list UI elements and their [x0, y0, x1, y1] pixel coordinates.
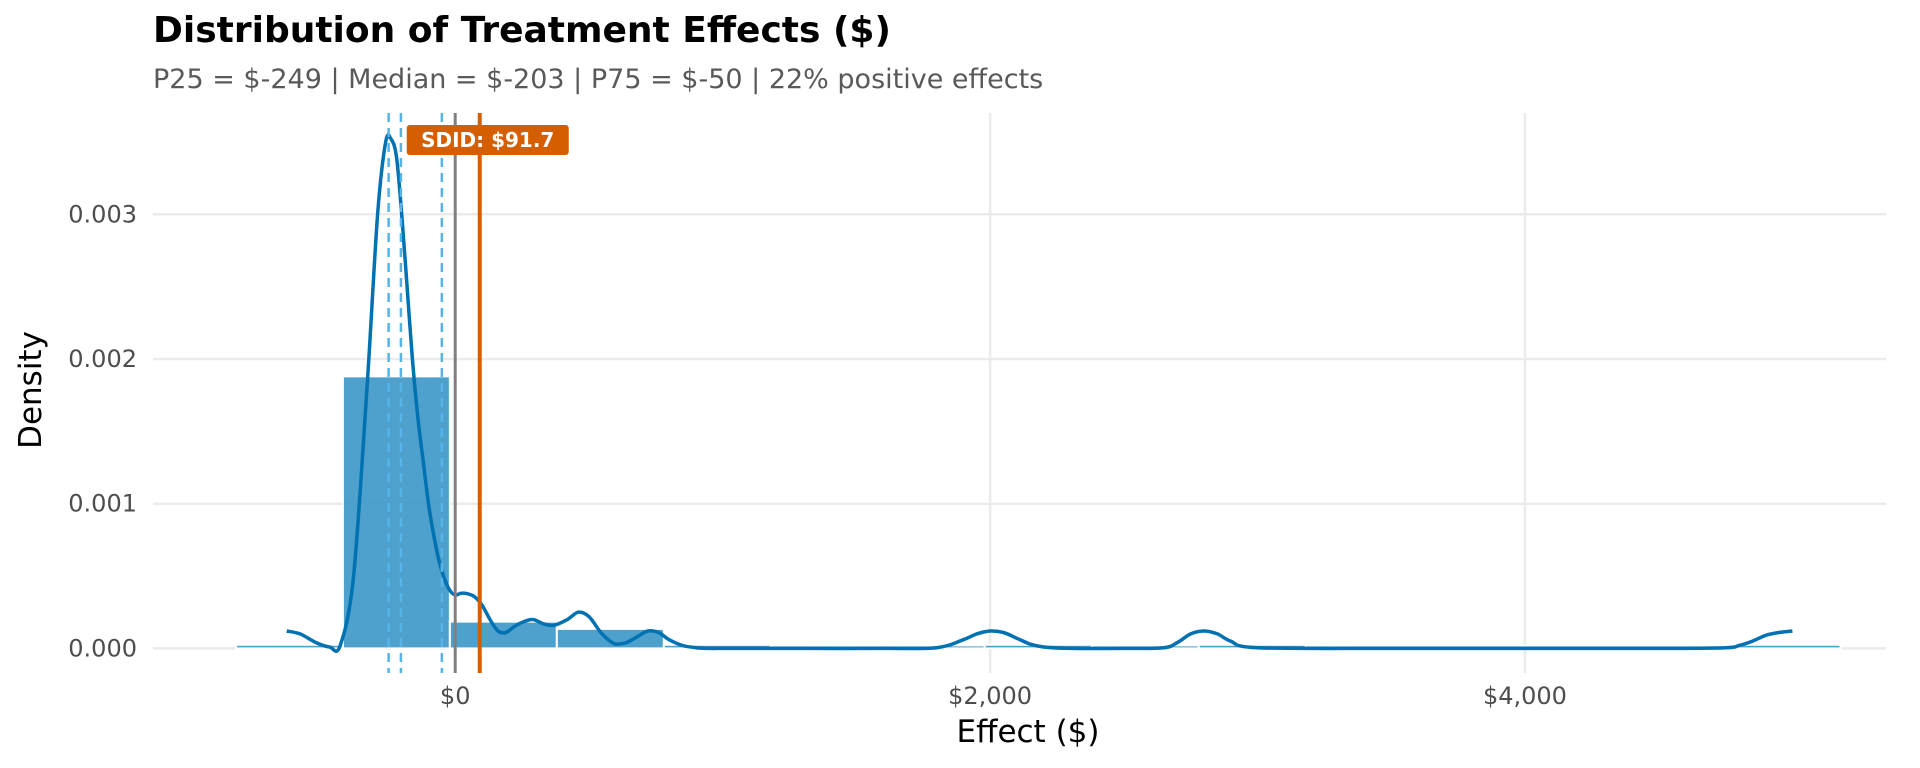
- histogram-bar-3: [555, 627, 665, 650]
- y-tick-label-2: 0.002: [68, 345, 137, 373]
- density-curve: [286, 133, 1793, 654]
- y-tick-label-1: 0.001: [68, 490, 137, 518]
- x-tick-label-2: $4,000: [1483, 682, 1567, 710]
- chart-subtitle: P25 = $-249 | Median = $-203 | P75 = $-5…: [153, 64, 1044, 95]
- sdid-label-text: SDID: $91.7: [421, 128, 554, 152]
- sdid-annotation: SDID: $91.7: [406, 125, 569, 156]
- y-axis-title: Density: [13, 331, 49, 449]
- histogram-bar-2: [448, 620, 558, 650]
- sdid-label-box: [406, 125, 569, 156]
- y-axis-ticks: 0.000 0.001 0.002 0.003: [68, 200, 137, 662]
- histogram-bars: [234, 375, 1842, 650]
- reference-lines: [387, 113, 482, 673]
- y-tick-label-0: 0.000: [68, 634, 137, 662]
- x-axis-title: Effect ($): [957, 714, 1100, 750]
- y-tick-label-3: 0.003: [68, 200, 137, 228]
- histogram-bar-1: [341, 375, 451, 650]
- x-tick-label-0: $0: [440, 682, 471, 710]
- histogram-bar-10: [1732, 643, 1842, 650]
- chart-title: Distribution of Treatment Effects ($): [153, 10, 891, 51]
- x-axis-ticks: $0 $2,000 $4,000: [440, 682, 1567, 710]
- density-line: [286, 133, 1793, 654]
- x-tick-label-1: $2,000: [948, 682, 1032, 710]
